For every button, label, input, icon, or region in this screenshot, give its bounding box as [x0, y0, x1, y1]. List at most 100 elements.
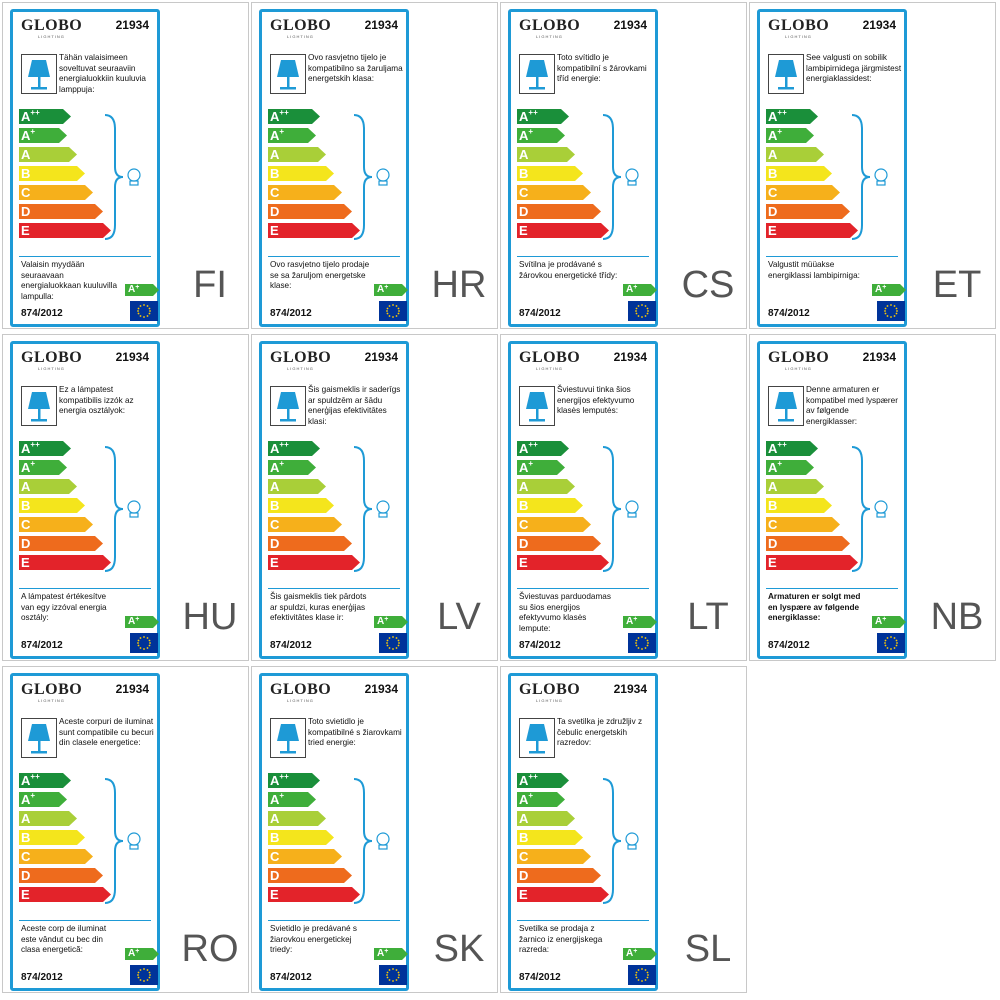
energy-class-bar: A: [19, 479, 77, 494]
label-cell-hu: GLOBO LIGHTING 21934 Ez a lámpatest komp…: [2, 334, 249, 661]
language-code: RO: [181, 928, 239, 970]
brand-subtitle: LIGHTING: [536, 34, 563, 39]
language-code: LV: [437, 596, 481, 638]
model-number: 21934: [115, 350, 149, 364]
label-cell-hr: GLOBO LIGHTING 21934 Ovo rasvjetno tijel…: [251, 2, 498, 329]
regulation-number: 874/2012: [519, 972, 561, 983]
eu-flag-icon: [130, 301, 158, 321]
eu-flag-icon: [628, 965, 656, 985]
energy-class-bar: E: [766, 555, 858, 570]
divider: [268, 588, 400, 589]
energy-scale: A++ A+ A B C D E: [19, 441, 109, 577]
energy-class-bar: D: [766, 536, 850, 551]
energy-class-bar: C: [517, 185, 591, 200]
bulb-brace-icon: [104, 778, 141, 904]
energy-class-bar: E: [268, 555, 360, 570]
compatibility-text: Ovo rasvjetno tijelo je kompatibilno sa …: [308, 53, 403, 84]
energy-class-bar: C: [268, 849, 342, 864]
regulation-number: 874/2012: [270, 308, 312, 319]
regulation-number: 874/2012: [270, 640, 312, 651]
model-number: 21934: [613, 350, 647, 364]
energy-label: GLOBO LIGHTING 21934 Šviestuvui tinka ši…: [508, 341, 658, 659]
lamp-icon: [519, 386, 555, 426]
compatibility-text: Šis gaismeklis ir saderīgs ar spuldzēm a…: [308, 385, 401, 426]
label-cell-fi: GLOBO LIGHTING 21934 Tähän valaisimeen s…: [2, 2, 249, 329]
bulb-class-arrow: A+: [872, 284, 906, 296]
regulation-number: 874/2012: [768, 308, 810, 319]
energy-class-bar: D: [766, 204, 850, 219]
language-code: SK: [433, 928, 485, 970]
energy-class-bar: E: [268, 887, 360, 902]
lamp-icon: [519, 718, 555, 758]
energy-class-bar: A: [268, 479, 326, 494]
brand-subtitle: LIGHTING: [785, 366, 812, 371]
energy-class-bar: A: [517, 811, 575, 826]
energy-class-bar: A++: [268, 441, 320, 456]
eu-flag-icon: [379, 633, 407, 653]
regulation-number: 874/2012: [21, 972, 63, 983]
energy-label: GLOBO LIGHTING 21934 Ta svetilka je zdru…: [508, 673, 658, 991]
brand-logo: GLOBO: [519, 681, 581, 698]
energy-class-bar: A++: [19, 441, 71, 456]
energy-class-bar: A++: [766, 109, 818, 124]
regulation-number: 874/2012: [21, 308, 63, 319]
energy-class-bar: A++: [517, 441, 569, 456]
brand-logo: GLOBO: [519, 17, 581, 34]
bulb-brace-icon: [353, 114, 390, 240]
regulation-number: 874/2012: [21, 640, 63, 651]
model-number: 21934: [862, 18, 896, 32]
energy-label: GLOBO LIGHTING 21934 Denne armaturen er …: [757, 341, 907, 659]
energy-class-bar: C: [19, 517, 93, 532]
energy-class-bar: D: [19, 536, 103, 551]
bulb-class-arrow: A+: [872, 616, 906, 628]
energy-class-bar: E: [19, 887, 111, 902]
energy-class-bar: B: [517, 166, 583, 181]
lamp-icon: [21, 54, 57, 94]
compatibility-text: Toto svietidlo je kompatibilné s žiarovk…: [308, 717, 402, 748]
brand-logo: GLOBO: [768, 17, 830, 34]
brand-subtitle: LIGHTING: [38, 366, 65, 371]
energy-class-bar: C: [766, 185, 840, 200]
bulb-brace-icon: [851, 114, 888, 240]
energy-class-bar: A: [766, 147, 824, 162]
energy-class-bar: A: [19, 811, 77, 826]
compatibility-text: See valgusti on sobilik lambipirnidega j…: [806, 53, 902, 84]
label-cell-sk: GLOBO LIGHTING 21934 Toto svietidlo je k…: [251, 666, 498, 993]
energy-class-bar: C: [766, 517, 840, 532]
energy-class-bar: A++: [517, 773, 569, 788]
energy-class-bar: D: [19, 868, 103, 883]
energy-class-bar: A++: [268, 109, 320, 124]
energy-class-bar: E: [19, 223, 111, 238]
energy-class-bar: B: [268, 498, 334, 513]
compatibility-text: Denne armaturen er kompatibel med lyspær…: [806, 385, 898, 426]
energy-class-bar: B: [766, 166, 832, 181]
eu-flag-icon: [379, 301, 407, 321]
energy-class-bar: B: [517, 830, 583, 845]
label-cell-sl: GLOBO LIGHTING 21934 Ta svetilka je zdru…: [500, 666, 747, 993]
energy-class-bar: A+: [766, 460, 814, 475]
language-code: HU: [182, 596, 238, 638]
energy-class-bar: B: [766, 498, 832, 513]
energy-class-bar: A: [766, 479, 824, 494]
compatibility-text: Ez a lámpatest kompatibilis izzók az ene…: [59, 385, 134, 416]
eu-flag-icon: [877, 301, 905, 321]
label-cell-lv: GLOBO LIGHTING 21934 Šis gaismeklis ir s…: [251, 334, 498, 661]
bulb-brace-icon: [104, 114, 141, 240]
bulb-class-arrow: A+: [623, 948, 657, 960]
label-cell-nb: GLOBO LIGHTING 21934 Denne armaturen er …: [749, 334, 996, 661]
energy-class-bar: A: [19, 147, 77, 162]
energy-class-bar: E: [517, 223, 609, 238]
divider: [517, 256, 649, 257]
energy-class-bar: A+: [19, 128, 67, 143]
model-number: 21934: [613, 18, 647, 32]
sold-with-text: Armaturen er solgt med en lyspære av føl…: [768, 592, 861, 623]
sold-with-text: Svietidlo je predávané s žiarovkou energ…: [270, 924, 357, 955]
divider: [517, 920, 649, 921]
language-code: SL: [684, 928, 732, 970]
lamp-icon: [270, 54, 306, 94]
energy-label: GLOBO LIGHTING 21934 Toto svietidlo je k…: [259, 673, 409, 991]
model-number: 21934: [115, 682, 149, 696]
model-number: 21934: [115, 18, 149, 32]
sold-with-text: Svítilna je prodávané s žárovkou energet…: [519, 260, 618, 280]
energy-label: GLOBO LIGHTING 21934 Aceste corpuri de i…: [10, 673, 160, 991]
